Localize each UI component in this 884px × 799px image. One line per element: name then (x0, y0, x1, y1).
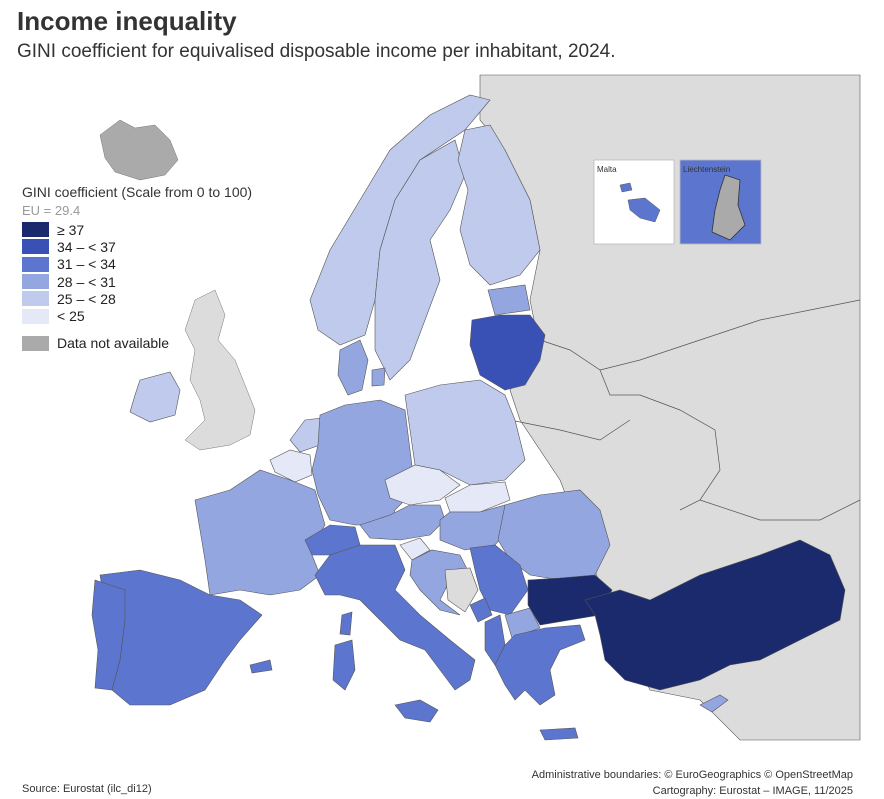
region-finland (457, 124, 541, 286)
region-slovenia (399, 537, 431, 561)
region-north-macedonia (504, 607, 541, 639)
map-subtitle: GINI coefficient for equivalised disposa… (17, 41, 616, 62)
liechtenstein-inset: Liechtenstein (679, 159, 762, 245)
legend-swatch (22, 308, 49, 324)
credits-boundaries: Administrative boundaries: © EuroGeograp… (531, 769, 853, 781)
legend-label-na: Data not available (57, 335, 170, 352)
legend-item: 31 – < 34 (22, 256, 252, 273)
region-sweden (374, 139, 466, 381)
malta-inset-label: Malta (597, 165, 617, 174)
legend-label: 25 – < 28 (57, 290, 116, 307)
region-germany (311, 399, 416, 526)
region-ireland (129, 371, 181, 423)
region-turkey (584, 539, 846, 691)
legend-swatch (22, 291, 49, 307)
legend-item-na: Data not available (22, 335, 252, 352)
region-estonia (487, 284, 531, 316)
credits: Administrative boundaries: © EuroGeograp… (532, 767, 853, 799)
region-iceland (99, 119, 179, 181)
legend-swatch (22, 239, 49, 255)
region-portugal (91, 579, 126, 691)
source-note: Source: Eurostat (ilc_di12) (22, 783, 152, 795)
legend-title: GINI coefficient (Scale from 0 to 100) (22, 184, 253, 200)
border-lines-east (509, 299, 861, 521)
map-legend: GINI coefficient (Scale from 0 to 100) E… (22, 184, 252, 352)
region-norway (309, 94, 491, 346)
map-title: Income inequality (17, 6, 237, 36)
legend-swatch-na (22, 335, 49, 351)
europe-map: Malta Liechtenstein (91, 74, 861, 741)
legend-label: 28 – < 31 (57, 273, 116, 290)
region-belgium (269, 449, 313, 483)
legend-label: 34 – < 37 (57, 238, 116, 255)
region-greece (494, 624, 586, 741)
legend-item: < 25 (22, 307, 252, 324)
region-poland (404, 379, 526, 486)
region-denmark (337, 339, 386, 396)
region-france (194, 469, 326, 596)
legend-item: ≥ 37 (22, 221, 252, 238)
credits-cartography: Cartography: Eurostat – IMAGE, 11/2025 (652, 785, 853, 797)
region-uk (184, 289, 256, 451)
legend-label: < 25 (57, 308, 85, 325)
legend-swatch (22, 222, 49, 238)
legend-swatch (22, 256, 49, 272)
legend-swatch (22, 274, 49, 290)
liechtenstein-inset-label: Liechtenstein (683, 165, 730, 174)
legend-item: 25 – < 28 (22, 290, 252, 307)
region-croatia (409, 549, 471, 616)
region-montenegro (469, 597, 493, 623)
legend-label: 31 – < 34 (57, 256, 116, 273)
legend-item: 28 – < 31 (22, 273, 252, 290)
legend-item: 34 – < 37 (22, 238, 252, 255)
legend-eu-average: EU = 29.4 (22, 203, 81, 218)
malta-inset: Malta (593, 159, 675, 245)
legend-label: ≥ 37 (57, 221, 85, 238)
region-baltics (469, 314, 546, 391)
region-cyprus (699, 694, 729, 713)
region-bosnia (444, 567, 479, 613)
region-netherlands (289, 417, 323, 453)
region-czechia (384, 464, 461, 506)
region-italy (314, 544, 476, 723)
